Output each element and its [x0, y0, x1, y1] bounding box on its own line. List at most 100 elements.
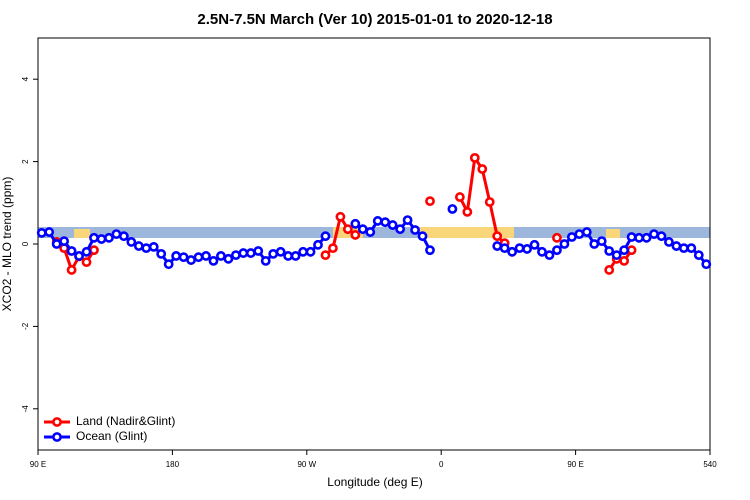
data-point [619, 255, 630, 266]
x-axis-label: Longitude (deg E) [327, 475, 422, 489]
data-point [328, 243, 338, 254]
data-point [81, 246, 92, 257]
data-point [156, 248, 167, 259]
data-point [171, 251, 182, 261]
y-tick-label: 4 [21, 76, 30, 81]
data-point [350, 218, 361, 229]
data-point [402, 215, 413, 226]
data-point [566, 232, 577, 242]
data-point [611, 250, 622, 261]
data-point [365, 227, 376, 237]
data-point [141, 243, 152, 254]
land-band [418, 227, 514, 238]
data-point [186, 255, 196, 265]
data-point [201, 251, 211, 261]
legend-label: Ocean (Glint) [76, 429, 147, 443]
data-point [522, 244, 532, 254]
data-point [634, 232, 644, 243]
data-point [649, 229, 659, 240]
legend-marker [52, 432, 62, 442]
data-point [596, 236, 607, 247]
data-point [357, 224, 368, 235]
data-point [686, 243, 697, 254]
x-tick-label: 180 [166, 460, 180, 469]
data-point [529, 239, 540, 250]
data-point [118, 231, 129, 242]
data-point [380, 217, 391, 228]
data-point [163, 259, 174, 270]
data-point [59, 236, 70, 247]
y-tick-label: -4 [21, 405, 30, 413]
data-point [74, 251, 84, 261]
data-point [492, 241, 503, 251]
data-point [66, 246, 77, 256]
y-tick-label: 2 [21, 159, 30, 164]
data-point [51, 239, 62, 249]
data-point [387, 220, 398, 230]
chart-title: 2.5N-7.5N March (Ver 10) 2015-01-01 to 2… [197, 11, 552, 28]
data-point [335, 211, 346, 222]
data-point [66, 265, 77, 275]
data-point [193, 252, 204, 263]
data-point [641, 232, 652, 243]
data-point [671, 241, 682, 251]
data-point [133, 241, 144, 251]
data-point [544, 250, 555, 261]
data-point [484, 197, 495, 207]
data-point [96, 234, 107, 244]
data-point [410, 225, 420, 235]
data-point [425, 196, 435, 207]
x-tick-label: 90 W [297, 460, 316, 469]
data-point [425, 245, 435, 256]
y-axis-label: XCO2 - MLO trend (ppm) [0, 177, 14, 312]
data-point [619, 245, 630, 256]
data-point [148, 241, 159, 252]
y-tick-label: 0 [21, 241, 30, 246]
data-point [514, 243, 525, 254]
data-point [447, 204, 458, 214]
data-point [253, 246, 264, 256]
data-point [499, 243, 510, 254]
data-point [275, 246, 286, 257]
legend-marker [52, 417, 62, 427]
data-point [342, 224, 353, 235]
data-point [417, 231, 428, 242]
data-point [626, 232, 637, 242]
data-point [313, 239, 323, 250]
data-point [245, 248, 256, 258]
data-point [454, 192, 465, 202]
data-point [89, 245, 99, 256]
data-point [507, 246, 518, 257]
data-point [604, 265, 615, 275]
data-point [216, 251, 226, 261]
data-point [305, 246, 316, 257]
data-point [581, 227, 592, 237]
data-point [283, 251, 294, 261]
x-tick-label: 540 [703, 460, 717, 469]
data-point [104, 232, 114, 243]
data-point [678, 243, 689, 254]
data-point [469, 152, 480, 163]
data-point [320, 250, 331, 261]
data-point [178, 252, 189, 263]
data-point [477, 164, 488, 174]
data-point [208, 255, 219, 266]
data-point [320, 231, 331, 242]
data-point [395, 224, 406, 235]
legend-label: Land (Nadir&Glint) [76, 414, 175, 428]
data-point [290, 251, 301, 261]
data-point [126, 237, 137, 247]
data-point [559, 239, 570, 249]
data-point [552, 232, 562, 243]
data-point [260, 255, 271, 266]
land-band [74, 229, 90, 238]
data-point [372, 216, 383, 226]
y-tick-label: -2 [21, 322, 30, 330]
data-point [89, 232, 99, 243]
data-point [492, 231, 503, 242]
data-point [574, 229, 585, 240]
data-point [223, 253, 234, 264]
x-tick-label: 90 E [567, 460, 583, 469]
data-point [230, 250, 241, 261]
data-point [664, 237, 674, 247]
